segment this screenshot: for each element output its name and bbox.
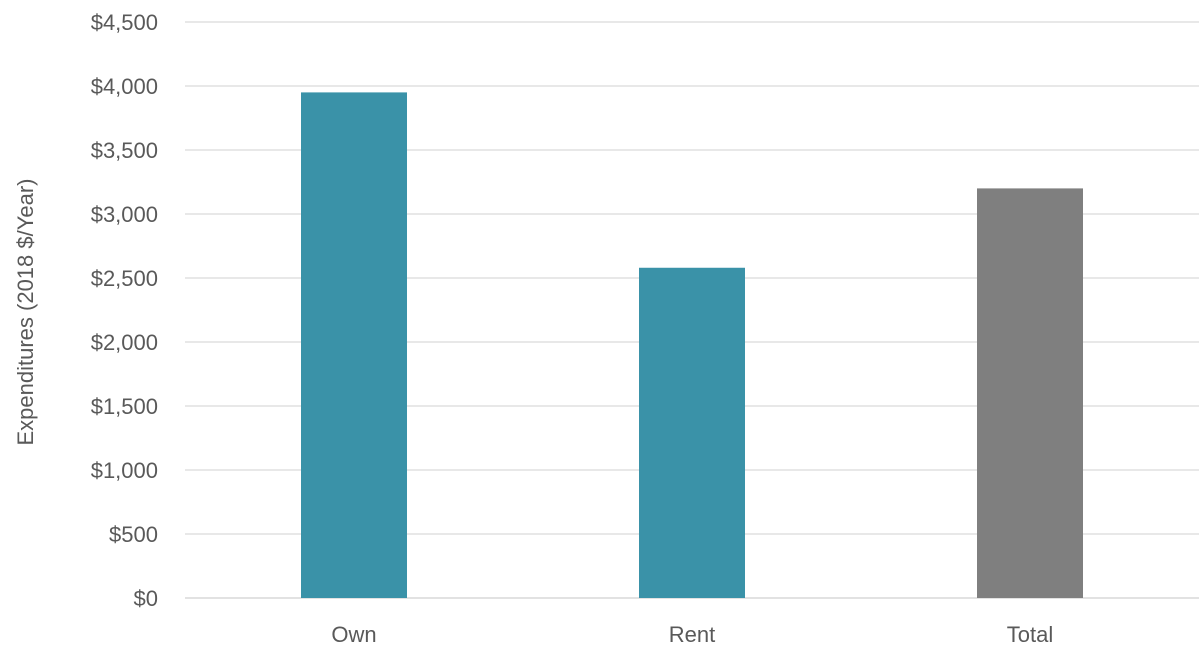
- x-tick-label-rent: Rent: [669, 622, 715, 647]
- y-tick-label: $2,000: [91, 330, 158, 355]
- y-tick-label: $3,500: [91, 138, 158, 163]
- y-tick-label: $3,000: [91, 202, 158, 227]
- x-tick-label-total: Total: [1007, 622, 1053, 647]
- x-axis-tick-labels: Own Rent Total: [331, 622, 1053, 647]
- bar-rent: [639, 267, 745, 598]
- x-tick-label-own: Own: [331, 622, 376, 647]
- y-tick-label: $500: [109, 522, 158, 547]
- y-tick-label: $2,500: [91, 266, 158, 291]
- y-tick-label: $1,500: [91, 394, 158, 419]
- y-tick-label: $4,000: [91, 74, 158, 99]
- y-tick-label: $4,500: [91, 10, 158, 35]
- y-axis-tick-labels: $0 $500 $1,000 $1,500 $2,000 $2,500 $3,000 $3,5…: [91, 10, 158, 611]
- y-tick-label: $0: [134, 586, 158, 611]
- bar-own: [301, 92, 407, 599]
- y-axis-title: Expenditures (2018 $/Year): [13, 178, 38, 445]
- bars: [301, 92, 1083, 599]
- y-tick-label: $1,000: [91, 458, 158, 483]
- bar-total: [977, 188, 1083, 598]
